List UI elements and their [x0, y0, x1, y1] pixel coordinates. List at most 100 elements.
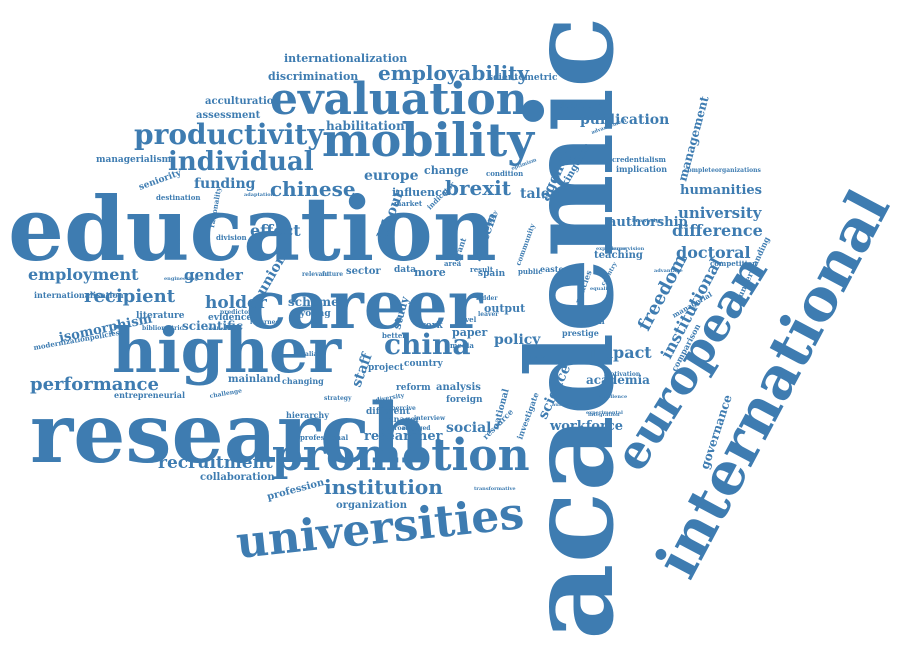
word-hierarchy: hierarchy — [286, 410, 329, 420]
word-professional: professional — [300, 433, 349, 442]
word-diversity: diversity — [375, 392, 405, 404]
word-destination: destination — [156, 193, 200, 202]
word-transformative: transformative — [474, 486, 516, 492]
word-integration: integration — [588, 412, 620, 418]
word-performance: performance — [30, 374, 159, 395]
word-mainland: mainland — [228, 374, 281, 385]
word-manager: manager — [380, 414, 420, 424]
word-motivation: motivation — [604, 371, 641, 378]
word-returnee: returnee — [250, 319, 279, 326]
word-ladder: ladder — [476, 295, 498, 302]
word-impact: impact — [590, 343, 652, 362]
word-implication: implication — [616, 164, 667, 174]
word-more: more — [414, 266, 446, 279]
word-brexit: brexit — [445, 176, 512, 200]
word-engaged: engaged — [402, 425, 431, 432]
word-employability: employability — [378, 61, 530, 85]
word-project: project — [368, 363, 405, 373]
word-researcher: researcher — [364, 429, 443, 444]
word-scientometric: scientometric — [488, 73, 558, 83]
word-doctoral: doctoral — [676, 243, 751, 262]
word-result: result — [470, 265, 494, 274]
word-future: future — [322, 271, 343, 278]
word-evidence: evidence — [208, 313, 252, 323]
word-academia: academia — [586, 373, 650, 387]
word-mobility: mobility — [322, 113, 535, 167]
word-change: change — [424, 164, 469, 177]
word-experience: experience — [596, 246, 626, 252]
word-promotion: promotion — [272, 430, 530, 481]
word-chinese: chinese — [270, 177, 356, 201]
word-literature: literature — [136, 311, 185, 321]
word-market: market — [394, 199, 423, 208]
word-leaver: leaver — [478, 311, 499, 318]
word-china: china — [384, 328, 471, 361]
word-productivity: productivity — [134, 118, 324, 151]
word-resilience: resilience — [206, 326, 233, 332]
word-recipient: recipient — [84, 286, 176, 307]
word-public: public — [518, 267, 542, 276]
word-credentialism: credentialism — [612, 155, 667, 164]
word-gender: gender — [184, 266, 244, 284]
word-assessment: assessment — [196, 110, 261, 121]
word-different: different — [366, 407, 411, 417]
word-spain: spain — [478, 269, 506, 279]
word-adaptation: adaptation — [244, 192, 275, 198]
word-sector: sector — [346, 266, 381, 277]
word-condition: condition — [486, 169, 523, 178]
word-research: research — [30, 386, 430, 482]
word-excellence: excellence — [598, 394, 627, 400]
word-managerialism: managerialism — [96, 155, 172, 165]
word-country: country — [404, 359, 443, 369]
word-habilitation: habilitation — [326, 119, 405, 133]
word-supervision: supervision — [612, 246, 645, 252]
word-changing: changing — [282, 376, 324, 386]
word-academic: academic — [501, 16, 640, 640]
word-internationalization: internationalization — [284, 52, 407, 65]
word-evaluation: evaluation — [270, 74, 528, 125]
word-coercive: coercive — [388, 405, 416, 412]
word-institution: institution — [324, 475, 443, 499]
word-strategy: strategy — [324, 395, 352, 402]
word-work: work — [417, 321, 443, 331]
word-equality: equality — [590, 286, 614, 292]
word-mission: mission — [570, 316, 605, 326]
word-influence: influence — [392, 186, 449, 199]
word-experimental: experimental — [586, 410, 623, 416]
word-higher: higher — [112, 314, 343, 387]
word-europe: europe — [364, 168, 419, 184]
word-publication: publication — [580, 112, 669, 128]
word-workforce: workforce — [549, 419, 623, 434]
word-employment: employment — [28, 265, 139, 284]
word-young: young — [299, 309, 331, 319]
word-completeorganizations: completeorganizations — [684, 167, 761, 174]
word-advantage: advantage — [654, 268, 683, 274]
word-entrepreneurial: entrepreneurial — [114, 390, 185, 400]
word-paper: paper — [452, 326, 488, 339]
word-organization: organization — [336, 500, 408, 511]
word-authority: authority — [552, 402, 579, 408]
word-holder: holder — [205, 293, 268, 313]
word-authorship: authorship — [608, 215, 688, 230]
word-eastern: eastern — [540, 264, 574, 274]
word-division: division — [216, 233, 247, 242]
word-interview: interview — [414, 415, 446, 422]
word-acculturation: acculturation — [205, 96, 281, 107]
word-italian: italian — [300, 351, 322, 358]
word-output: output — [484, 302, 526, 315]
word-area: area — [444, 259, 462, 268]
word-space: space — [530, 354, 546, 360]
word-reform: reform — [396, 383, 431, 393]
word-difference: difference — [672, 221, 763, 240]
word-educational: educational — [554, 100, 607, 110]
word-competition: competition — [710, 259, 757, 268]
word-university: university — [678, 204, 763, 222]
word-engineering: engineering — [164, 276, 198, 282]
word-scientific: scientific — [182, 319, 243, 333]
word-effect: effect — [250, 221, 301, 240]
word-social: social — [446, 420, 491, 436]
word-humanities: humanities — [680, 183, 762, 198]
word-funding: funding — [194, 176, 256, 192]
